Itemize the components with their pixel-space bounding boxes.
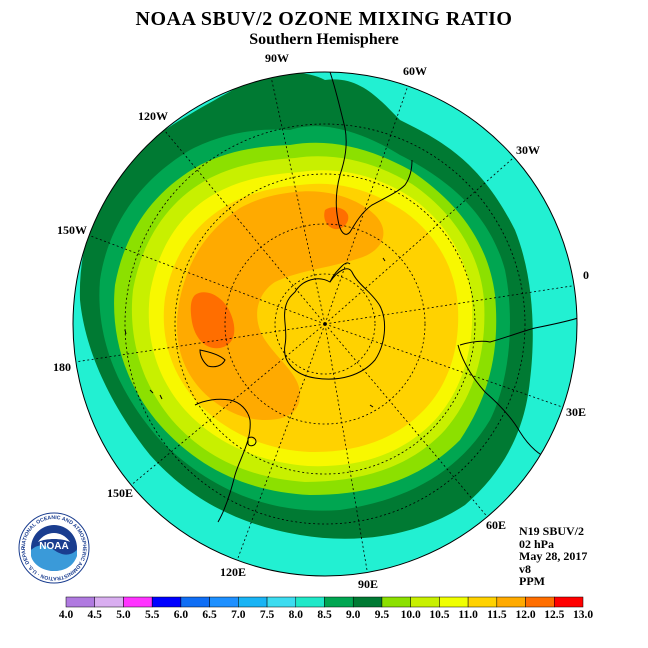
colorbar-swatch — [381, 596, 411, 608]
africa-south — [457, 344, 551, 461]
coastlines — [124, 72, 577, 523]
colorbar-tick-label: 12.5 — [544, 609, 565, 621]
colorbar-tick-label: 8.5 — [317, 609, 332, 621]
info-version: v8 — [519, 561, 531, 576]
band-redorange-spot-2 — [324, 207, 349, 230]
colorbar-swatch — [123, 596, 153, 608]
colorbar-swatch — [554, 596, 584, 608]
colorbar-swatch — [467, 596, 498, 608]
colorbar-tick-label: 5.5 — [144, 609, 160, 621]
lon-label-90w: 90W — [265, 51, 289, 65]
colorbar-tick-label: 9.5 — [374, 609, 390, 621]
colorbar-swatch — [238, 596, 268, 608]
colorbar-swatch — [266, 596, 297, 608]
lon-label-60w: 60W — [403, 64, 427, 78]
lon-label-180: 180 — [53, 360, 71, 374]
colorbar-tick-label: 10.5 — [429, 609, 450, 621]
colorbar-swatch — [94, 596, 124, 608]
colorbar-tick-label: 6.5 — [202, 609, 217, 621]
band-redorange-spot-1 — [190, 292, 235, 349]
colorbar-tick-label: 7.5 — [259, 609, 275, 621]
svg-text:NOAA: NOAA — [39, 541, 68, 552]
south-america-coastline — [329, 72, 413, 235]
colorbar-swatch — [352, 596, 383, 608]
colorbar-swatch — [180, 596, 210, 608]
info-pressure: 02 hPa — [519, 536, 555, 551]
noaa-logo-icon: NATIONAL OCEANIC AND ATMOSPHERIC ADMINIS… — [18, 512, 90, 584]
colorbar-tick-label: 13.0 — [572, 609, 594, 621]
colorbar-tick-label: 4.0 — [58, 609, 74, 621]
colorbar-tick-label: 8.0 — [288, 609, 303, 621]
lon-label-150w: 150W — [57, 223, 87, 237]
africa-coastline — [459, 317, 577, 346]
colorbar-tick-label: 10.0 — [400, 609, 421, 621]
colorbar-swatch — [439, 596, 469, 608]
colorbar-swatch — [151, 596, 182, 608]
map-border — [72, 71, 578, 577]
colorbar-tick-label: 5.0 — [116, 609, 131, 621]
colorbar-swatch — [525, 596, 555, 608]
info-block: N19 SBUV/2 02 hPa May 28, 2017 v8 PPM — [519, 525, 587, 588]
lon-label-0: 0 — [583, 268, 589, 282]
info-date: May 28, 2017 — [519, 549, 588, 563]
new-zealand-coastline — [199, 349, 226, 368]
antarctica-coastline — [284, 268, 386, 380]
colorbar-swatch — [65, 596, 95, 608]
colorbar-swatch — [209, 596, 239, 608]
band-orange — [176, 191, 384, 420]
australia-coastline — [194, 398, 251, 523]
lon-label-30w: 30W — [516, 143, 540, 157]
colorbar-swatch — [295, 596, 325, 608]
colorbar-tick-label: 12.0 — [515, 609, 536, 621]
colorbar-swatch — [410, 596, 440, 608]
colorbar-tick-label: 11.5 — [487, 609, 507, 621]
map-subtitle: Southern Hemisphere — [249, 31, 399, 48]
colorbar-tick-label: 9.0 — [346, 609, 361, 621]
tasmania — [247, 436, 257, 447]
info-satellite: N19 SBUV/2 — [519, 524, 585, 538]
lon-label-30e: 30E — [566, 405, 587, 419]
info-units: PPM — [519, 574, 545, 588]
colorbar-swatch — [496, 596, 526, 608]
colorbar-tick-label: 6.0 — [173, 609, 189, 621]
colorbar-tick-label: 11.0 — [458, 609, 478, 621]
lon-label-120e: 120E — [220, 565, 247, 579]
islands — [124, 257, 386, 408]
colorbar-swatch — [324, 596, 354, 608]
map-title: NOAA SBUV/2 OZONE MIXING RATIO — [135, 8, 513, 30]
lon-label-90e: 90E — [358, 577, 379, 591]
colorbar-tick-label: 7.0 — [231, 609, 246, 621]
lon-label-150e: 150E — [107, 486, 134, 500]
lon-label-60e: 60E — [486, 518, 507, 532]
antarctic-peninsula — [329, 262, 351, 283]
colorbar-tick-label: 4.5 — [87, 609, 102, 621]
lon-label-120w: 120W — [138, 109, 168, 123]
